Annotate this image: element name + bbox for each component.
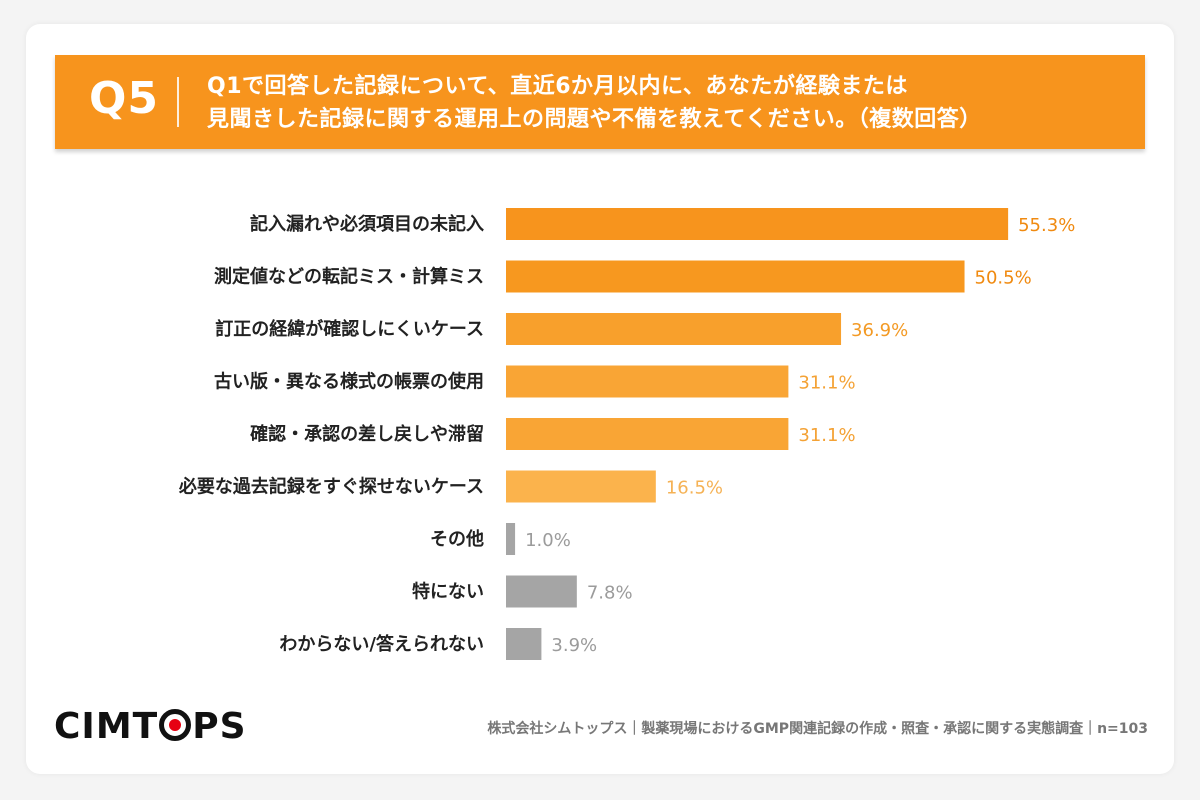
question-header: Q5 Q1で回答した記録について、直近6か月以内に、あなたが経験または 見聞きし… [55,55,1145,149]
category-label: 測定値などの転記ミス・計算ミス [214,266,484,288]
logo-text-end: PS [192,706,247,747]
category-label: 記入漏れや必須項目の未記入 [250,213,484,235]
header-divider [177,77,179,127]
category-label: 古い版・異なる様式の帳票の使用 [214,371,484,393]
category-label: 確認・承認の差し戻しや滞留 [250,423,484,445]
category-label: その他 [430,528,484,550]
cimtops-logo: CIMT PS [54,706,247,748]
bar [506,260,965,293]
category-label: 特にない [412,581,484,603]
bar [506,365,789,398]
logo-o-mark [159,709,192,741]
value-label: 3.9% [551,635,597,656]
value-label: 7.8% [587,583,633,604]
value-label: 16.5% [666,478,723,499]
category-label: 訂正の経緯が確認しにくいケース [215,318,484,340]
value-label: 31.1% [798,425,855,446]
bar [506,470,656,503]
footer-source: 株式会社シムトップス｜製薬現場におけるGMP関連記録の作成・照査・承認に関する実… [487,721,1148,737]
bar [506,208,1009,240]
bar [506,523,516,555]
question-text-line1: Q1で回答した記録について、直近6か月以内に、あなたが経験または [207,74,908,99]
value-label: 31.1% [798,373,855,394]
value-label: 36.9% [851,320,908,341]
category-label: わからない/答えられない [279,633,484,655]
question-number: Q5 [89,73,160,124]
category-label: 必要な過去記録をすぐ探せないケース [178,476,484,498]
value-label: 50.5% [975,268,1032,289]
value-label: 1.0% [525,530,571,551]
bar [506,418,789,450]
question-text-line2: 見聞きした記録に関する運用上の問題や不備を教えてください。（複数回答） [207,107,982,132]
value-label: 55.3% [1018,215,1075,236]
chart-card [26,24,1174,774]
logo-text-start: CIMT [54,706,159,747]
bar [506,628,542,660]
bar [506,313,842,345]
question-text: Q1で回答した記録について、直近6か月以内に、あなたが経験または 見聞きした記録… [207,70,1137,136]
bar [506,575,577,608]
